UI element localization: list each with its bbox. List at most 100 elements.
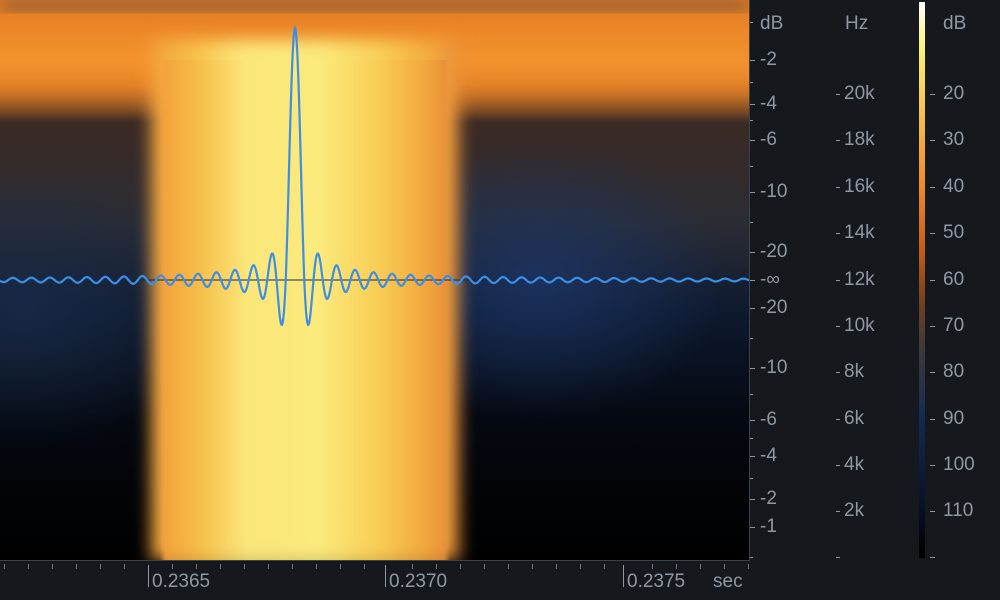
amplitude-tick-label: -4 xyxy=(760,93,777,114)
frequency-tick-label: 6k xyxy=(844,408,865,429)
frequency-tick xyxy=(836,94,840,95)
frequency-tick xyxy=(836,511,840,512)
time-minor-tick xyxy=(76,564,77,569)
amplitude-tick xyxy=(750,456,755,457)
amplitude-minor-tick xyxy=(750,478,753,479)
amplitude-tick xyxy=(750,60,755,61)
frequency-tick-label: 18k xyxy=(844,129,875,150)
spectrogram-view[interactable] xyxy=(0,0,749,560)
time-minor-tick xyxy=(292,564,293,569)
time-minor-tick xyxy=(580,564,581,569)
color-scale-tick-label: 30 xyxy=(943,129,965,150)
frequency-tick-label: 4k xyxy=(844,454,865,475)
time-minor-tick xyxy=(124,564,125,569)
amplitude-tick xyxy=(750,420,755,421)
color-scale-tick xyxy=(930,419,935,420)
amplitude-tick xyxy=(750,252,755,253)
amplitude-minor-tick xyxy=(750,222,753,223)
amplitude-tick xyxy=(750,527,755,528)
time-minor-tick xyxy=(748,564,749,569)
color-scale-tick-label: 50 xyxy=(943,222,965,243)
time-minor-tick xyxy=(604,564,605,569)
frequency-tick-label: 8k xyxy=(844,361,865,382)
time-unit: sec xyxy=(713,571,743,592)
time-minor-tick xyxy=(196,564,197,569)
time-minor-tick xyxy=(244,564,245,569)
color-scale-tick-label: 70 xyxy=(943,315,965,336)
time-major-tick xyxy=(148,565,149,587)
color-scale-tick xyxy=(930,465,935,466)
color-scale-tick xyxy=(930,140,935,141)
amplitude-tick-label: -6 xyxy=(760,409,777,430)
amplitude-tick-label: -10 xyxy=(760,181,788,202)
frequency-tick xyxy=(836,187,840,188)
color-scale-tick-label: 80 xyxy=(943,361,965,382)
amplitude-tick-label: -10 xyxy=(760,357,788,378)
amplitude-minor-tick xyxy=(750,338,753,339)
amplitude-minor-tick xyxy=(750,82,753,83)
amplitude-minor-tick xyxy=(750,22,753,23)
color-scale-tick xyxy=(930,280,935,281)
amplitude-tick xyxy=(750,499,755,500)
time-minor-tick xyxy=(364,564,365,569)
color-scale-tick-label: 60 xyxy=(943,269,965,290)
color-scale-tick xyxy=(930,94,935,95)
time-minor-tick xyxy=(28,564,29,569)
color-scale-tick xyxy=(930,511,935,512)
time-minor-tick xyxy=(676,564,677,569)
frequency-tick xyxy=(836,140,840,141)
amplitude-tick-label: -2 xyxy=(760,49,777,70)
amplitude-tick xyxy=(750,140,755,141)
color-scale-tick-label: 90 xyxy=(943,408,965,429)
time-minor-tick xyxy=(508,564,509,569)
frequency-tick-label: 12k xyxy=(844,269,875,290)
time-minor-tick xyxy=(316,564,317,569)
frequency-tick-label: 2k xyxy=(844,500,865,521)
amplitude-tick-label: -6 xyxy=(760,129,777,150)
frequency-tick xyxy=(836,419,840,420)
time-tick-label: 0.2365 xyxy=(152,571,211,592)
time-minor-tick xyxy=(532,564,533,569)
amplitude-tick-label: -∞ xyxy=(760,269,780,290)
time-minor-tick xyxy=(556,564,557,569)
amplitude-minor-tick xyxy=(750,166,753,167)
frequency-tick xyxy=(836,280,840,281)
time-minor-tick xyxy=(172,564,173,569)
color-scale-unit: dB xyxy=(943,13,967,34)
time-minor-tick xyxy=(436,564,437,569)
frequency-tick-label: 16k xyxy=(844,176,875,197)
color-scale-tick xyxy=(930,187,935,188)
amplitude-tick-label: -20 xyxy=(760,297,788,318)
amplitude-tick-label: -20 xyxy=(760,241,788,262)
amplitude-tick xyxy=(750,280,755,281)
time-minor-tick xyxy=(652,564,653,569)
color-scale-tick xyxy=(930,233,935,234)
amplitude-tick xyxy=(750,368,755,369)
time-tick-label: 0.2375 xyxy=(627,571,686,592)
view-border-bottom xyxy=(0,560,750,561)
frequency-ruler[interactable]: Hz 20k 18k 16k 14k 12k 10k 8k 6k 4k 2k xyxy=(830,0,915,560)
color-scale-ruler: dB 20 30 40 50 60 70 80 90 100 110 xyxy=(926,0,1000,560)
time-minor-tick xyxy=(4,564,5,569)
time-minor-tick xyxy=(52,564,53,569)
time-minor-tick xyxy=(340,564,341,569)
color-scale-tick-label: 20 xyxy=(943,83,965,104)
time-ruler[interactable]: sec 0.2365 0.2370 0.2375 xyxy=(0,561,749,600)
frequency-tick xyxy=(836,557,840,558)
color-scale-tick xyxy=(930,372,935,373)
color-scale-bar xyxy=(919,2,925,558)
amplitude-minor-tick xyxy=(750,120,753,121)
time-minor-tick xyxy=(484,564,485,569)
time-minor-tick xyxy=(700,564,701,569)
time-minor-tick xyxy=(460,564,461,569)
amplitude-tick-label: -1 xyxy=(760,516,777,537)
frequency-tick xyxy=(836,233,840,234)
amplitude-unit: dB xyxy=(760,13,784,34)
amplitude-ruler[interactable]: dB -2 -4 -6 -10 -20 -∞ -20 -10 -6 -4 -2 -1 xyxy=(750,0,830,560)
amplitude-tick-label: -2 xyxy=(760,488,777,509)
amplitude-tick-label: -4 xyxy=(760,445,777,466)
color-scale-tick-label: 110 xyxy=(943,500,974,521)
color-scale-tick-label: 40 xyxy=(943,176,965,197)
time-minor-tick xyxy=(268,564,269,569)
amplitude-minor-tick xyxy=(750,557,753,558)
